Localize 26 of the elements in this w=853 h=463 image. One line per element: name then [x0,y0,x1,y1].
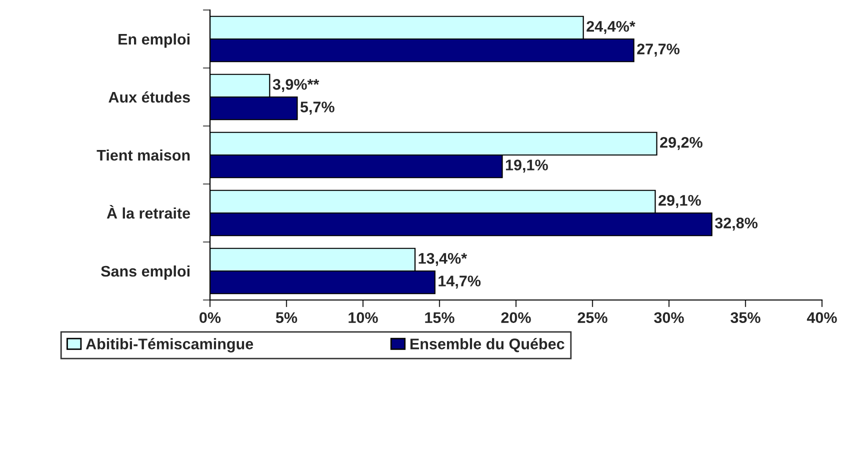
x-tick-label: 10% [348,312,378,324]
y-tick-label: En emploi [118,33,190,48]
x-tick-label: 0% [200,312,221,324]
data-label: 29,1% [658,194,701,208]
x-tick-label: 20% [501,312,531,324]
data-label: 13,4%* [418,252,468,266]
data-label: 24,4%* [586,20,636,34]
x-tick-label: 40% [806,312,837,324]
data-label: 27,7% [637,44,680,57]
y-tick-label: À la retraite [106,204,190,219]
data-label: 3,9%** [272,78,320,92]
data-label: 29,2% [660,136,702,150]
y-tick-label: Sans emploi [101,265,190,280]
x-tick-label: 30% [654,312,684,324]
data-label: 5,7% [300,102,334,115]
legend-label: Ensemble du Québec [410,338,564,352]
x-tick-label: 5% [276,312,298,324]
x-tick-label: 35% [730,312,760,324]
x-tick-label: 25% [578,312,608,324]
legend-label: Abitibi-Témiscamingue [86,338,254,352]
y-tick-label: Tient maison [96,149,190,161]
data-label: 19,1% [506,160,548,173]
x-tick-label: 15% [425,312,454,324]
y-tick-label: Aux études [108,91,190,103]
data-label: 14,7% [438,276,481,289]
data-label: 32,8% [714,218,758,231]
